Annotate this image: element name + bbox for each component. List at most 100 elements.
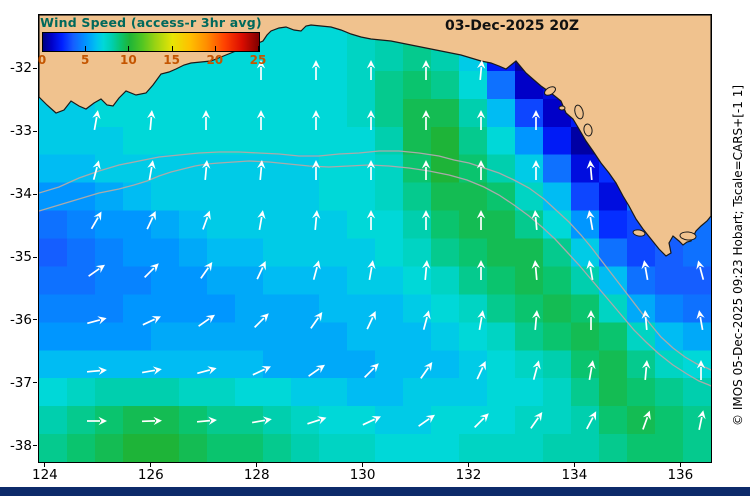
- attribution-text: © IMOS 05-Dec-2025 09:23 Hobart; Tscale=…: [731, 84, 745, 426]
- wind-arrow: [87, 316, 107, 325]
- colorbar-tick-label: 5: [81, 53, 90, 67]
- island: [574, 104, 584, 120]
- wind-arrow: [641, 310, 650, 331]
- wind-arrow: [256, 110, 266, 130]
- wind-arrow: [311, 60, 321, 80]
- wind-arrow: [586, 310, 596, 330]
- y-axis-tick-label: -37: [9, 374, 32, 391]
- y-axis-tick-label: -38: [9, 437, 32, 454]
- wind-arrow: [144, 263, 159, 278]
- colorbar-tick-mark: [42, 46, 43, 51]
- wind-arrow: [474, 413, 489, 428]
- colorbar-tick-label: 10: [120, 53, 137, 67]
- wind-arrow: [256, 60, 266, 80]
- wind-arrow: [586, 160, 595, 181]
- wind-arrow: [251, 416, 272, 425]
- wind-arrow: [642, 360, 651, 381]
- wind-arrow: [142, 316, 161, 326]
- x-axis-tick-label: 134: [561, 467, 588, 483]
- depth-contour: [39, 160, 711, 387]
- wind-arrow: [310, 311, 323, 329]
- island: [544, 86, 556, 96]
- wind-arrow: [147, 160, 156, 181]
- wind-arrow: [697, 410, 706, 430]
- footer-bar: [0, 487, 750, 496]
- wind-arrow: [642, 410, 651, 430]
- colorbar-title: Wind Speed (access-r 3hr avg): [40, 15, 262, 30]
- wind-arrow: [202, 210, 211, 230]
- wind-arrow: [696, 360, 706, 380]
- wind-arrow: [696, 260, 705, 280]
- wind-arrow: [586, 260, 595, 281]
- wind-arrow: [196, 416, 217, 425]
- wind-arrow: [366, 60, 376, 80]
- wind-arrow: [531, 160, 541, 180]
- wind-arrow: [421, 210, 431, 230]
- map-plot-area: [38, 14, 712, 463]
- wind-arrow: [86, 366, 107, 375]
- x-axis-tick-mark: [362, 462, 364, 467]
- wind-arrow: [422, 260, 431, 281]
- colorbar: [42, 32, 260, 52]
- colorbar-tick-mark: [85, 46, 87, 51]
- wind-arrow: [586, 411, 597, 430]
- x-axis-tick-mark: [573, 462, 575, 467]
- x-axis-tick-label: 124: [31, 467, 58, 483]
- wind-arrow: [641, 260, 650, 281]
- land-polygon: [39, 15, 711, 257]
- wind-arrow: [201, 110, 211, 130]
- y-axis-tick-label: -32: [9, 60, 32, 77]
- wind-arrow: [256, 261, 266, 280]
- colorbar-tick-label: 20: [206, 53, 224, 67]
- wind-arrow: [366, 160, 376, 180]
- y-axis-tick-label: -36: [9, 311, 32, 328]
- y-axis-tick-mark: [33, 67, 37, 69]
- colorbar-tick-mark: [171, 46, 173, 51]
- land-layer: [39, 15, 711, 257]
- wind-arrow: [476, 160, 486, 180]
- wind-arrow: [147, 110, 156, 131]
- wind-arrow: [477, 310, 486, 331]
- wind-arrow: [476, 110, 486, 130]
- wind-arrow: [257, 210, 266, 231]
- wind-arrow: [531, 260, 540, 281]
- wind-arrow: [530, 411, 543, 429]
- wind-arrow: [198, 314, 216, 327]
- wind-arrow: [532, 310, 541, 331]
- x-axis-tick-label: 126: [137, 467, 164, 483]
- wind-arrow: [254, 313, 269, 328]
- x-axis-tick-label: 128: [243, 467, 270, 483]
- wind-arrow: [312, 210, 321, 231]
- wind-arrow: [531, 210, 540, 231]
- colorbar-tick-label: 25: [249, 53, 267, 67]
- wind-arrow: [252, 366, 271, 376]
- wind-arrow: [92, 160, 101, 180]
- x-axis-tick-mark: [44, 462, 46, 467]
- wind-arrow: [90, 211, 102, 230]
- island: [679, 231, 697, 241]
- wind-arrow: [307, 416, 327, 425]
- y-axis-tick-mark: [33, 256, 37, 258]
- y-axis-tick-label: -35: [9, 249, 32, 266]
- wind-arrow: [476, 361, 486, 380]
- colorbar-tick-mark: [258, 46, 259, 51]
- wind-arrow: [586, 210, 595, 231]
- x-axis-tick-mark: [468, 462, 470, 467]
- wind-arrow: [531, 110, 541, 130]
- wind-arrow: [421, 60, 431, 80]
- wind-arrow: [364, 363, 379, 378]
- wind-arrow: [420, 361, 433, 379]
- contour-layer: [39, 150, 711, 387]
- wind-arrow: [257, 160, 266, 181]
- x-axis-tick-mark: [256, 462, 258, 467]
- wind-arrow: [88, 264, 106, 277]
- wind-arrow: [311, 160, 321, 180]
- x-axis-tick-label: 130: [349, 467, 376, 483]
- wind-arrow: [146, 211, 156, 230]
- y-axis-tick-mark: [33, 130, 37, 132]
- wind-arrow: [197, 366, 217, 375]
- colorbar-tick-labels: 0 5 10 15 20 25: [0, 46, 750, 68]
- wind-arrow: [587, 360, 596, 381]
- wind-arrow: [202, 160, 211, 181]
- colorbar-tick-mark: [214, 46, 216, 51]
